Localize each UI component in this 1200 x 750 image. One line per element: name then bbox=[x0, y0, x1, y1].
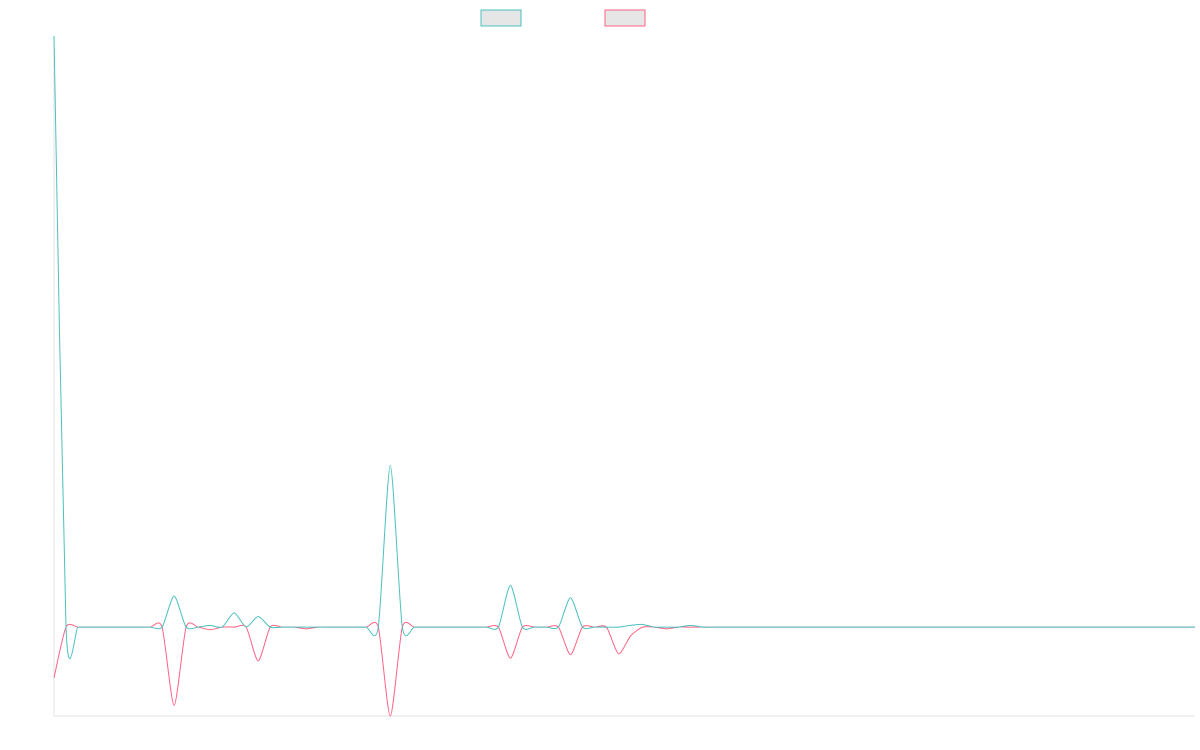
series-line-2 bbox=[53, 621, 1195, 717]
series-line-1 bbox=[53, 35, 1195, 659]
legend-swatch-2 bbox=[604, 9, 646, 27]
legend-swatch-1 bbox=[480, 9, 522, 27]
